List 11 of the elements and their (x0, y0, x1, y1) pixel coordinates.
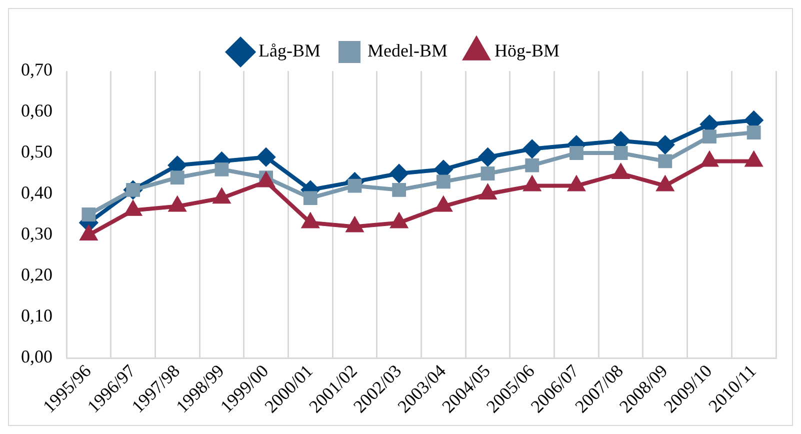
legend-label: Medel-BM (368, 40, 448, 61)
y-tick-label: 0,20 (21, 264, 52, 285)
legend-label: Låg-BM (258, 40, 321, 61)
y-tick-label: 0,00 (21, 346, 52, 367)
legend-label: Hög-BM (494, 40, 560, 61)
y-tick-label: 0,50 (21, 142, 52, 162)
y-tick-label: 0,30 (21, 224, 52, 244)
y-tick-label: 0,60 (21, 100, 52, 121)
y-tick-label: 0,10 (21, 306, 52, 326)
y-tick-label: 0,70 (21, 60, 52, 80)
y-tick-label: 0,40 (21, 182, 52, 203)
